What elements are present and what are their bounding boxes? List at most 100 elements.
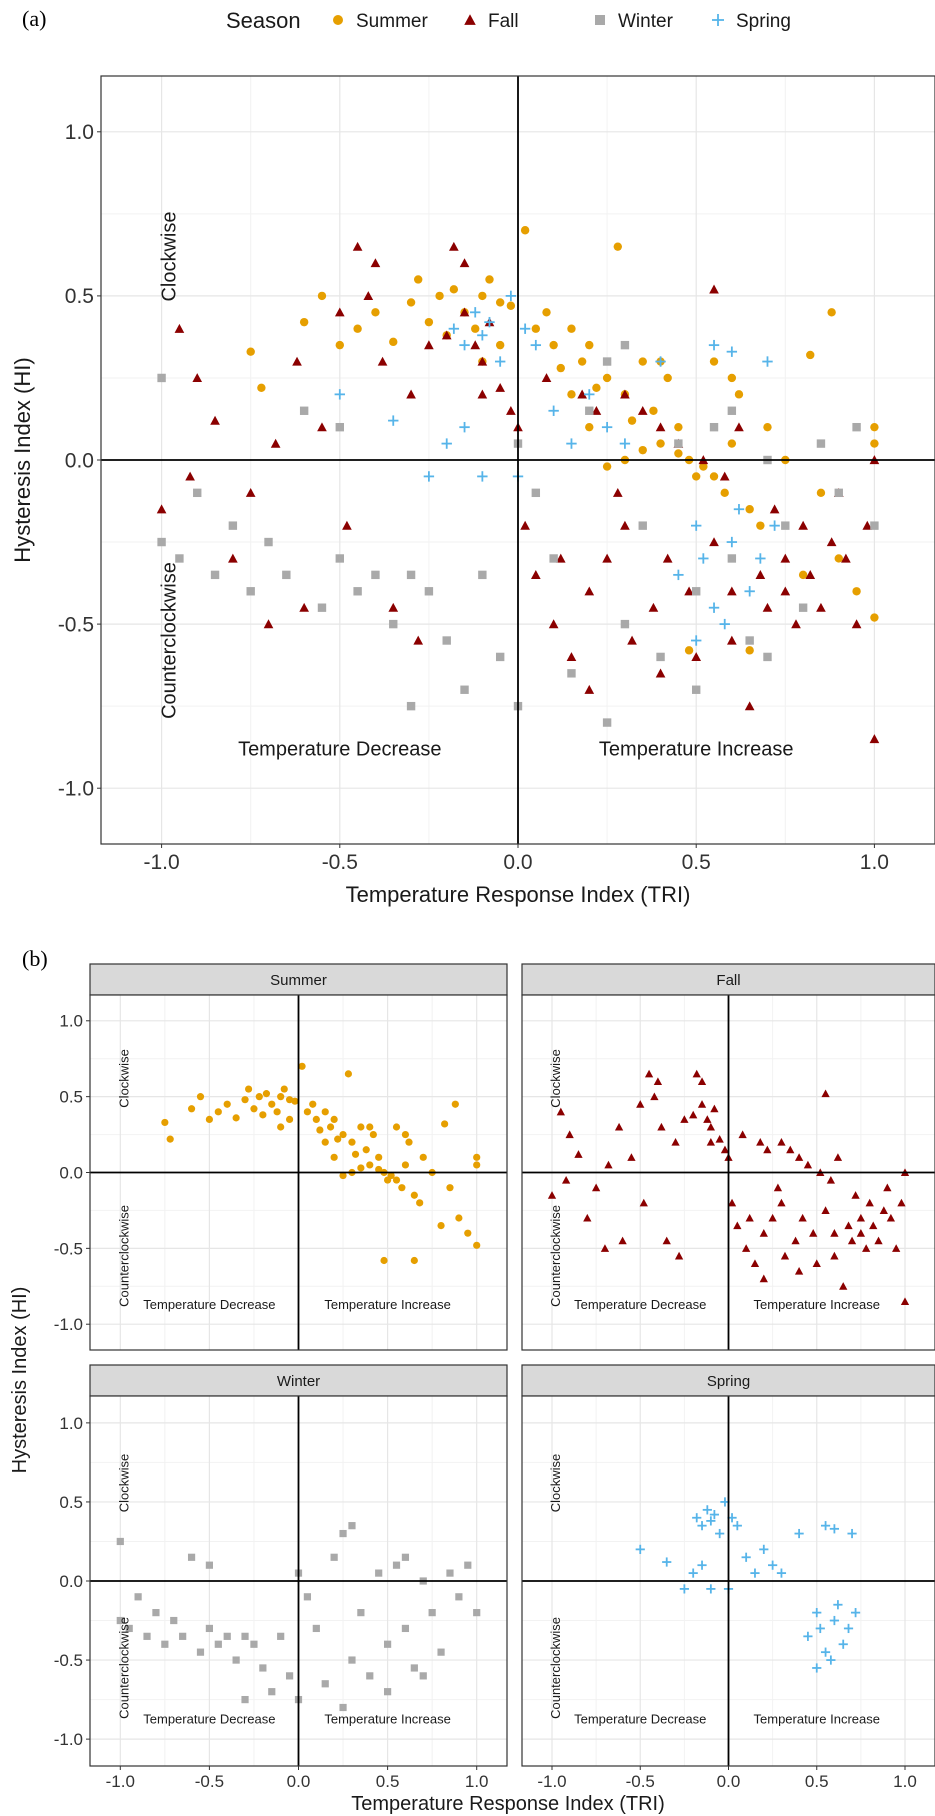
facet-winter-point-winter: [134, 1593, 142, 1601]
panel-a-point-summer: [556, 363, 565, 373]
panel-a-point-fall: [762, 602, 773, 612]
facet-summer-point-summer: [250, 1105, 258, 1113]
panel-a-point-summer: [763, 422, 772, 432]
panel-a-x-tick-label: 0.5: [682, 851, 711, 874]
facet-fall-point-fall: [650, 1092, 659, 1101]
facet-winter-point-winter: [205, 1561, 213, 1569]
panel-a-point-winter: [602, 718, 612, 727]
facet-summer-point-summer: [214, 1108, 222, 1116]
panel-b-y-axis-label: Hysteresis Index (HI): [9, 1287, 31, 1474]
panel-a-point-summer: [585, 422, 594, 432]
facet-summer-point-summer: [291, 1097, 299, 1105]
panel-a-point-fall: [548, 619, 559, 629]
panel-a-point-summer: [485, 275, 494, 284]
facet-spring-annotation-clockwise: Clockwise: [548, 1454, 563, 1513]
panel-a-point-summer: [531, 324, 541, 333]
panel-a-point-fall: [826, 537, 837, 547]
facet-summer-annotation-temp-decrease: Temperature Decrease: [143, 1297, 275, 1312]
panel-a-point-fall: [637, 405, 648, 415]
facet-summer-y-tick-label: 0.5: [59, 1088, 83, 1107]
facet-spring-point-spring: [803, 1631, 813, 1641]
panel-a-point-spring: [470, 307, 481, 318]
facet-fall-point-fall: [869, 1221, 878, 1230]
facet-winter-point-winter: [348, 1656, 356, 1664]
facet-fall-point-fall: [862, 1244, 871, 1252]
facet-fall-point-fall: [547, 1191, 557, 1199]
facet-winter-point-winter: [312, 1624, 320, 1633]
facet-summer-point-summer: [187, 1105, 196, 1113]
panel-a-point-winter: [210, 570, 220, 580]
panel-a-annotation-clockwise: Clockwise: [159, 211, 181, 301]
facet-fall-point-fall: [794, 1266, 804, 1275]
panel-a-point-spring: [423, 471, 435, 482]
panel-a-point-summer: [246, 347, 255, 356]
panel-a-point-spring: [584, 389, 595, 400]
facet-summer-point-summer: [366, 1161, 374, 1169]
legend-symbol-winter: [595, 15, 605, 25]
facet-summer-y-tick-label: -1.0: [54, 1315, 83, 1334]
facet-summer-point-summer: [401, 1161, 410, 1169]
facet-winter-annotation-temp-decrease: Temperature Decrease: [143, 1711, 275, 1726]
facet-fall-point-fall: [689, 1110, 698, 1119]
panel-a-point-fall: [449, 241, 459, 251]
panel-a-point-summer: [709, 357, 719, 366]
facet-winter-annotation-clockwise: Clockwise: [116, 1454, 131, 1513]
panel-a-point-winter: [602, 357, 612, 366]
panel-a-point-spring: [388, 415, 399, 426]
panel-a-point-spring: [733, 504, 745, 515]
facet-summer-point-summer: [446, 1184, 454, 1192]
facet-winter-point-winter: [241, 1632, 249, 1640]
facet-fall-point-fall: [777, 1138, 786, 1146]
panel-a-point-spring: [334, 389, 345, 400]
panel-a-point-summer: [542, 308, 551, 317]
facet-summer-point-summer: [259, 1111, 267, 1119]
panel-a-x-axis-label: Temperature Response Index (TRI): [346, 882, 691, 907]
panel-a-y-tick-label: -0.5: [58, 613, 94, 636]
facet-summer-y-tick-label: -0.5: [54, 1239, 83, 1258]
facet-summer-point-summer: [410, 1256, 418, 1265]
facet-spring-point-spring: [732, 1521, 742, 1531]
facet-fall-point-fall: [742, 1244, 751, 1252]
facet-summer-point-summer: [419, 1153, 427, 1161]
facet-summer-point-summer: [398, 1184, 406, 1192]
panel-a-point-winter: [834, 488, 843, 498]
facet-fall-point-fall: [657, 1122, 666, 1131]
panel-a-point-spring: [698, 553, 709, 564]
panel-b-x-axis-label: Temperature Response Index (TRI): [351, 1793, 664, 1815]
facet-fall-point-fall: [745, 1213, 754, 1222]
facet-fall-point-fall: [706, 1122, 715, 1131]
panel-a-point-fall: [174, 323, 185, 333]
panel-a-point-fall: [620, 520, 630, 530]
facet-fall-point-fall: [750, 1259, 760, 1268]
facet-summer-point-summer: [339, 1171, 347, 1180]
panel-a-point-spring: [477, 471, 488, 482]
facet-fall-point-fall: [856, 1229, 866, 1237]
facet-spring-annotation-temp-increase: Temperature Increase: [754, 1711, 880, 1726]
panel-a-point-fall: [869, 734, 880, 744]
panel-a-point-winter: [406, 570, 416, 580]
facet-winter-point-winter: [187, 1553, 196, 1561]
panel-a-point-summer: [734, 390, 744, 399]
facet-winter-point-winter: [437, 1648, 445, 1656]
facet-fall-point-fall: [851, 1191, 860, 1199]
panel-a-point-summer: [335, 340, 344, 350]
panel-a-point-spring: [459, 339, 470, 351]
facet-winter-y-tick-label: -0.5: [54, 1651, 83, 1670]
facet-winter-point-winter: [401, 1553, 410, 1561]
panel-a-point-winter: [478, 570, 487, 580]
legend: Season Summer Fall Winter Spring: [226, 8, 791, 33]
panel-a-point-fall: [655, 668, 666, 678]
facet-winter-point-winter: [241, 1695, 249, 1704]
facet-spring-point-spring: [750, 1568, 760, 1578]
facet-winter-point-winter: [152, 1609, 160, 1617]
facet-fall-point-fall: [791, 1236, 800, 1245]
panel-a-point-summer: [602, 462, 612, 471]
facet-spring-point-spring: [847, 1528, 857, 1539]
panel-a-point-summer: [638, 445, 647, 455]
facet-summer-point-summer: [366, 1123, 374, 1131]
panel-a-point-spring: [708, 602, 720, 613]
panel-a-point-summer: [317, 291, 327, 301]
panel-a-point-fall: [662, 553, 673, 563]
facet-winter-point-winter: [339, 1703, 347, 1712]
facet-spring-point-spring: [850, 1608, 861, 1618]
